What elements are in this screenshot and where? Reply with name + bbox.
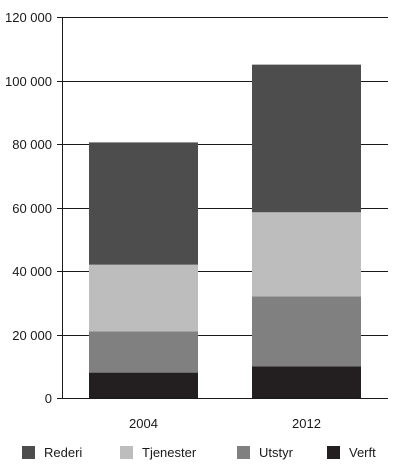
legend-swatch-tjenester bbox=[120, 446, 133, 459]
bar-verft-2004 bbox=[89, 372, 198, 398]
y-tick-label: 0 bbox=[45, 391, 52, 406]
y-tick-label: 40 000 bbox=[12, 264, 52, 279]
bar-tjenester-2004 bbox=[89, 264, 198, 332]
bars bbox=[89, 64, 361, 398]
bar-utstyr-2012 bbox=[252, 296, 361, 367]
legend-label-rederi: Rederi bbox=[44, 445, 82, 460]
legend-swatch-verft bbox=[327, 446, 340, 459]
bar-rederi-2004 bbox=[89, 142, 198, 265]
y-tick-label: 120 000 bbox=[5, 10, 52, 25]
y-tick-label: 60 000 bbox=[12, 201, 52, 216]
bar-rederi-2012 bbox=[252, 64, 361, 213]
y-tick-label: 80 000 bbox=[12, 137, 52, 152]
bar-verft-2012 bbox=[252, 366, 361, 398]
bar-tjenester-2012 bbox=[252, 212, 361, 297]
legend-label-verft: Verft bbox=[349, 445, 376, 460]
x-tick-label: 2012 bbox=[292, 416, 321, 431]
legend-label-utstyr: Utstyr bbox=[259, 445, 294, 460]
y-tick-label: 100 000 bbox=[5, 74, 52, 89]
y-axis-ticks: 0 20 000 40 000 60 000 80 000 100 000 120 000 bbox=[5, 10, 62, 406]
bar-utstyr-2004 bbox=[89, 331, 198, 373]
y-tick-label: 20 000 bbox=[12, 328, 52, 343]
legend-swatch-rederi bbox=[22, 446, 35, 459]
x-tick-label: 2004 bbox=[129, 416, 158, 431]
legend-swatch-utstyr bbox=[237, 446, 250, 459]
legend: Rederi Tjenester Utstyr Verft bbox=[22, 445, 376, 460]
x-axis-ticks: 2004 2012 bbox=[129, 416, 321, 431]
legend-label-tjenester: Tjenester bbox=[142, 445, 197, 460]
